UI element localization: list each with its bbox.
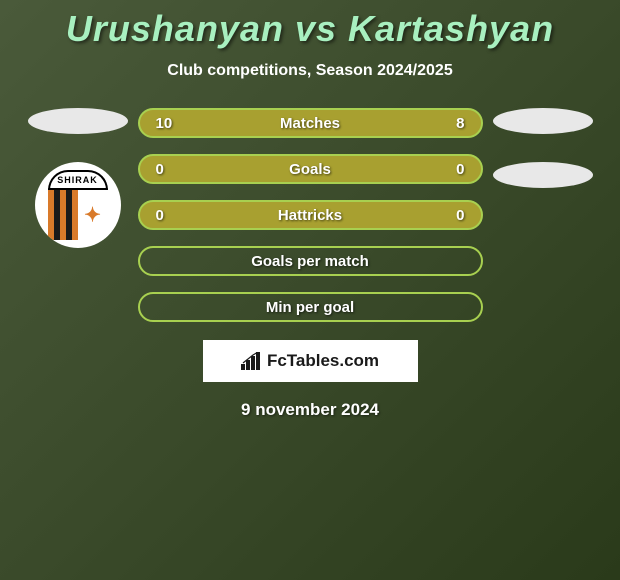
date-label: 9 november 2024 <box>241 400 379 420</box>
player-oval-right-1 <box>493 108 593 134</box>
subtitle: Club competitions, Season 2024/2025 <box>167 62 452 80</box>
stat-label: Min per goal <box>266 299 354 316</box>
badge-symbol: ✦ <box>84 203 101 228</box>
stat-label: Goals per match <box>251 253 369 270</box>
stat-left-value: 0 <box>156 161 186 178</box>
stat-row-goals: 0 Goals 0 <box>138 154 483 184</box>
club-badge-left: SHIRAK ✦ <box>35 162 121 248</box>
player-oval-right-2 <box>493 162 593 188</box>
stat-row-mpg: Min per goal <box>138 292 483 322</box>
shirak-badge: SHIRAK ✦ <box>48 170 108 240</box>
fctables-logo[interactable]: FcTables.com <box>203 340 418 382</box>
stat-row-matches: 10 Matches 8 <box>138 108 483 138</box>
stat-label: Goals <box>289 161 331 178</box>
main-content: Urushanyan vs Kartashyan Club competitio… <box>0 0 620 420</box>
left-column: SHIRAK ✦ <box>28 108 128 322</box>
comparison-area: SHIRAK ✦ <box>0 108 620 322</box>
badge-text: SHIRAK <box>48 170 108 190</box>
logo-text: FcTables.com <box>267 351 379 371</box>
stat-left-value: 10 <box>156 115 186 132</box>
stat-row-hattricks: 0 Hattricks 0 <box>138 200 483 230</box>
page-title: Urushanyan vs Kartashyan <box>66 8 554 50</box>
stat-left-value: 0 <box>156 207 186 224</box>
stat-label: Hattricks <box>278 207 342 224</box>
badge-stripes: ✦ <box>48 190 108 240</box>
player-oval-left <box>28 108 128 134</box>
stat-right-value: 0 <box>435 207 465 224</box>
chart-icon <box>241 352 261 370</box>
stat-right-value: 0 <box>435 161 465 178</box>
stat-row-gpm: Goals per match <box>138 246 483 276</box>
stat-right-value: 8 <box>435 115 465 132</box>
right-column <box>493 108 593 322</box>
stats-column: 10 Matches 8 0 Goals 0 0 Hattricks 0 Goa… <box>138 108 483 322</box>
stat-label: Matches <box>280 115 340 132</box>
